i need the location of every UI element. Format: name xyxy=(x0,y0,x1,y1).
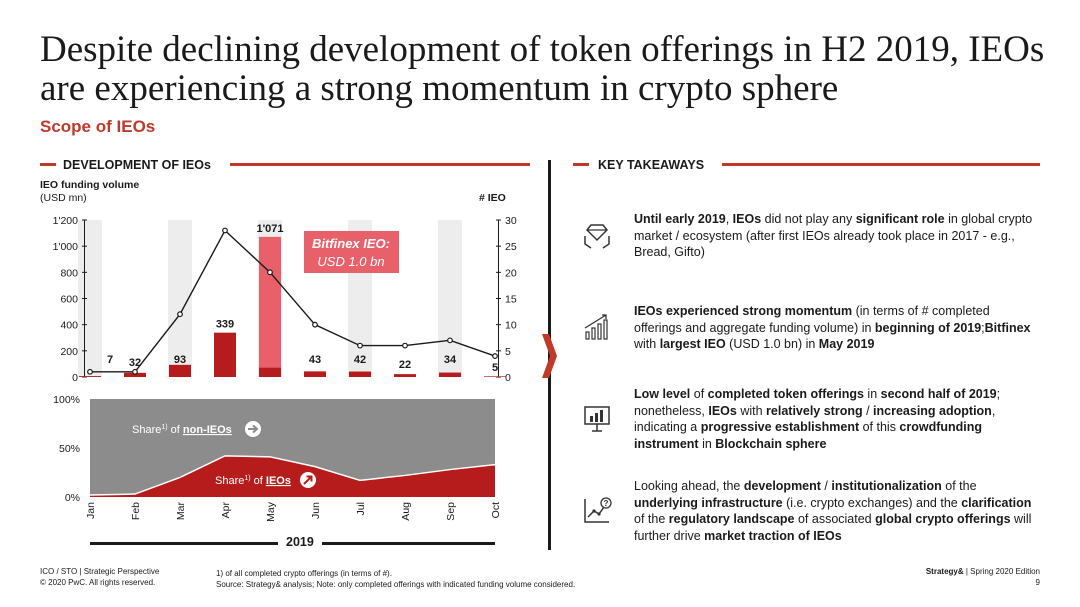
footer-right: Strategy& | Spring 2020 Edition 9 xyxy=(925,567,1040,587)
trend-question-icon: ? xyxy=(584,497,612,523)
x-label-jul: Jul xyxy=(355,502,367,515)
area-y-tick: 0% xyxy=(65,492,80,504)
bar-jan xyxy=(79,376,101,377)
bg-band xyxy=(438,220,462,377)
page-subtitle: Scope of IEOs xyxy=(40,117,156,136)
bar-label: 42 xyxy=(354,354,366,366)
takeaway-4: Looking ahead, the development / institu… xyxy=(634,479,1032,543)
left-section-heading: DEVELOPMENT OF IEOs xyxy=(63,158,211,172)
ieo-count-point xyxy=(312,321,318,328)
y-tick-right: 10 xyxy=(505,320,517,332)
x-label-feb: Feb xyxy=(130,502,142,520)
ieo-count-point xyxy=(492,353,498,359)
ieo-share-area xyxy=(90,455,495,497)
presentation-board-icon xyxy=(584,406,610,432)
bar-label: 5 xyxy=(492,362,498,374)
area-y-tick: 50% xyxy=(59,443,80,455)
bar-apr xyxy=(214,332,236,377)
bar-jul xyxy=(349,371,371,377)
right-section-heading: KEY TAKEAWAYS xyxy=(598,158,705,172)
year-label: 2019 xyxy=(278,535,322,549)
ieo-count-point xyxy=(177,311,183,318)
arrow-right-icon-glyph xyxy=(248,424,259,434)
area-y-tick: 100% xyxy=(53,394,80,406)
y-tick-right: 5 xyxy=(505,346,511,358)
chevron-right-icon xyxy=(542,334,557,378)
right-heading-rule-right xyxy=(722,163,1040,166)
callout-line2: USD 1.0 bn xyxy=(317,254,384,269)
left-heading-rule-left xyxy=(40,163,56,166)
bar-may-highlight xyxy=(259,236,281,377)
callout-box xyxy=(304,231,399,273)
ieo-count-point xyxy=(402,342,408,349)
page-number: 9 xyxy=(1035,578,1040,587)
left-axis-title: IEO funding volume (USD mn) xyxy=(40,179,140,204)
y-tick-right: 0 xyxy=(505,372,511,384)
y-tick-left: 200 xyxy=(60,346,78,358)
ieo-count-point xyxy=(357,342,363,349)
takeaway-3: Low level of completed token offerings i… xyxy=(634,387,1001,451)
ieo-count-point xyxy=(87,368,93,375)
bar-jun xyxy=(304,371,326,377)
growth-chart-icon xyxy=(584,314,608,340)
bar-label: 93 xyxy=(174,354,186,366)
right-heading-rule-left xyxy=(573,163,589,166)
takeaway-1: Until early 2019, IEOs did not play any … xyxy=(634,212,1033,259)
ieo-count-point xyxy=(447,337,453,344)
x-label-may: May xyxy=(265,501,277,522)
y-tick-left: 800 xyxy=(60,267,78,279)
svg-text:?: ? xyxy=(604,499,609,508)
bar-label: 339 xyxy=(216,319,234,331)
ieo-count-point xyxy=(267,269,273,276)
bar-label: 1'071 xyxy=(256,223,283,235)
left-heading-rule-right xyxy=(230,163,530,166)
x-label-apr: Apr xyxy=(220,502,232,519)
x-label-aug: Aug xyxy=(400,502,412,521)
y-tick-right: 20 xyxy=(505,267,517,279)
y-tick-right: 25 xyxy=(505,241,517,253)
y-tick-left: 0 xyxy=(72,372,78,384)
bar-label: 43 xyxy=(309,354,321,366)
bar-may xyxy=(259,367,281,377)
right-axis-title: # IEO xyxy=(479,192,506,204)
bg-band xyxy=(78,220,102,377)
bitfinex-callout: Bitfinex IEO: USD 1.0 bn xyxy=(304,231,399,273)
ieo-count-point xyxy=(132,368,138,375)
arrow-up-right-icon-glyph xyxy=(303,475,313,485)
share-non-ieo-label: Share1) of non-IEOs xyxy=(132,424,232,436)
section-divider xyxy=(548,160,551,550)
footer-notes: 1) of all completed crypto offerings (in… xyxy=(216,569,576,589)
callout-line1: Bitfinex IEO: xyxy=(312,236,390,251)
y-tick-right: 15 xyxy=(505,294,517,306)
bar-label: 34 xyxy=(444,354,457,366)
bar-mar xyxy=(169,364,191,377)
x-label-sep: Sep xyxy=(445,502,457,521)
bar-sep xyxy=(439,372,461,377)
bar-label: 22 xyxy=(399,359,411,371)
bar-aug xyxy=(394,374,416,377)
y-tick-left: 1'200 xyxy=(53,215,79,227)
diamond-hands-icon xyxy=(584,224,610,249)
x-label-mar: Mar xyxy=(175,502,187,521)
ieo-count-point xyxy=(222,227,228,234)
x-label-jan: Jan xyxy=(85,502,97,519)
share-ieo-label: Share1) of IEOs xyxy=(215,475,291,487)
y-tick-left: 1'000 xyxy=(53,241,79,253)
x-label-jun: Jun xyxy=(310,502,322,519)
x-label-oct: Oct xyxy=(490,502,502,518)
footer-left: ICO / STO | Strategic Perspective © 2020… xyxy=(40,567,160,587)
takeaway-2: IEOs experienced strong momentum (in ter… xyxy=(634,304,1031,351)
bar-oct xyxy=(484,376,506,377)
y-tick-left: 600 xyxy=(60,294,78,306)
share-boundary-line xyxy=(89,455,496,496)
bar-label: 32 xyxy=(129,357,141,369)
bar-feb xyxy=(124,372,146,377)
page-title: Despite declining development of token o… xyxy=(40,29,1045,109)
y-tick-left: 400 xyxy=(60,320,78,332)
bar-label: 7 xyxy=(107,354,113,366)
y-tick-right: 30 xyxy=(505,215,517,227)
ieo-count-line xyxy=(90,229,496,373)
